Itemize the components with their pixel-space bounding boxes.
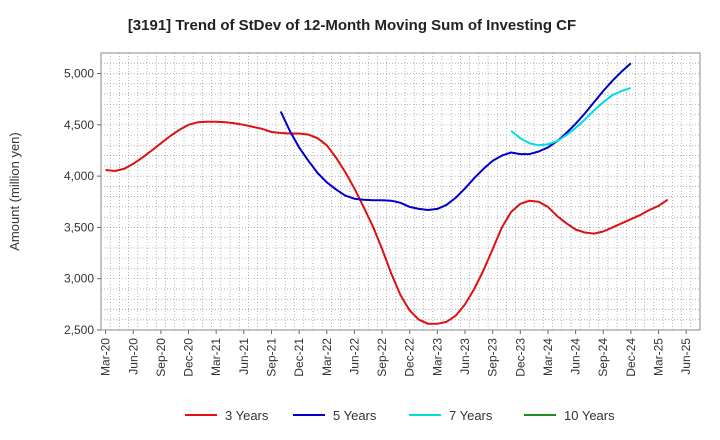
x-tick-label: Jun-22 [347,338,361,375]
x-tick-label: Sep-23 [486,338,500,377]
y-axis: 2,500 3,000 3,500 4,000 4,500 5,000 [64,67,101,337]
x-tick-label: Mar-24 [541,338,555,376]
x-tick-label: Dec-20 [182,338,196,377]
x-axis: Mar-20 Jun-20 Sep-20 Dec-20 Mar-21 Jun-21 Sep-… [99,330,693,377]
y-tick-label: 5,000 [64,67,94,81]
x-tick-label: Sep-24 [596,338,610,377]
x-tick-label: Sep-21 [264,338,278,377]
y-tick-label: 4,000 [64,169,94,183]
x-tick-label: Jun-24 [569,338,583,375]
legend: 3 Years 5 Years 7 Years 10 Years [185,408,615,423]
x-tick-label: Dec-21 [292,338,306,377]
x-tick-label: Dec-23 [513,338,527,377]
x-tick-label: Jun-23 [458,338,472,375]
y-tick-label: 2,500 [64,323,94,337]
x-tick-label: Jun-21 [237,338,251,375]
y-axis-label: Amount (million yen) [7,132,22,251]
legend-label: 5 Years [333,408,377,423]
x-tick-label: Mar-22 [320,338,334,376]
x-tick-label: Mar-23 [430,338,444,376]
legend-label: 10 Years [564,408,615,423]
x-tick-label: Mar-20 [99,338,113,376]
x-tick-label: Dec-24 [624,338,638,377]
x-tick-label: Sep-22 [375,338,389,377]
series-line-7-years [510,86,632,147]
x-tick-label: Jun-20 [126,338,140,375]
x-tick-label: Mar-25 [652,338,666,376]
series-line-3-years [105,120,669,325]
x-tick-label: Jun-25 [679,338,693,375]
series-line-5-years [279,62,632,211]
plot-frame [100,52,701,331]
x-tick-label: Sep-20 [154,338,168,377]
series-lines [105,62,669,325]
y-tick-label: 4,500 [64,118,94,132]
y-tick-label: 3,000 [64,272,94,286]
x-tick-label: Mar-21 [209,338,223,376]
chart-title: [3191] Trend of StDev of 12-Month Moving… [128,17,576,34]
legend-label: 3 Years [225,408,269,423]
x-tick-label: Dec-22 [403,338,417,377]
grid [100,52,701,331]
y-tick-label: 3,500 [64,220,94,234]
legend-label: 7 Years [449,408,493,423]
